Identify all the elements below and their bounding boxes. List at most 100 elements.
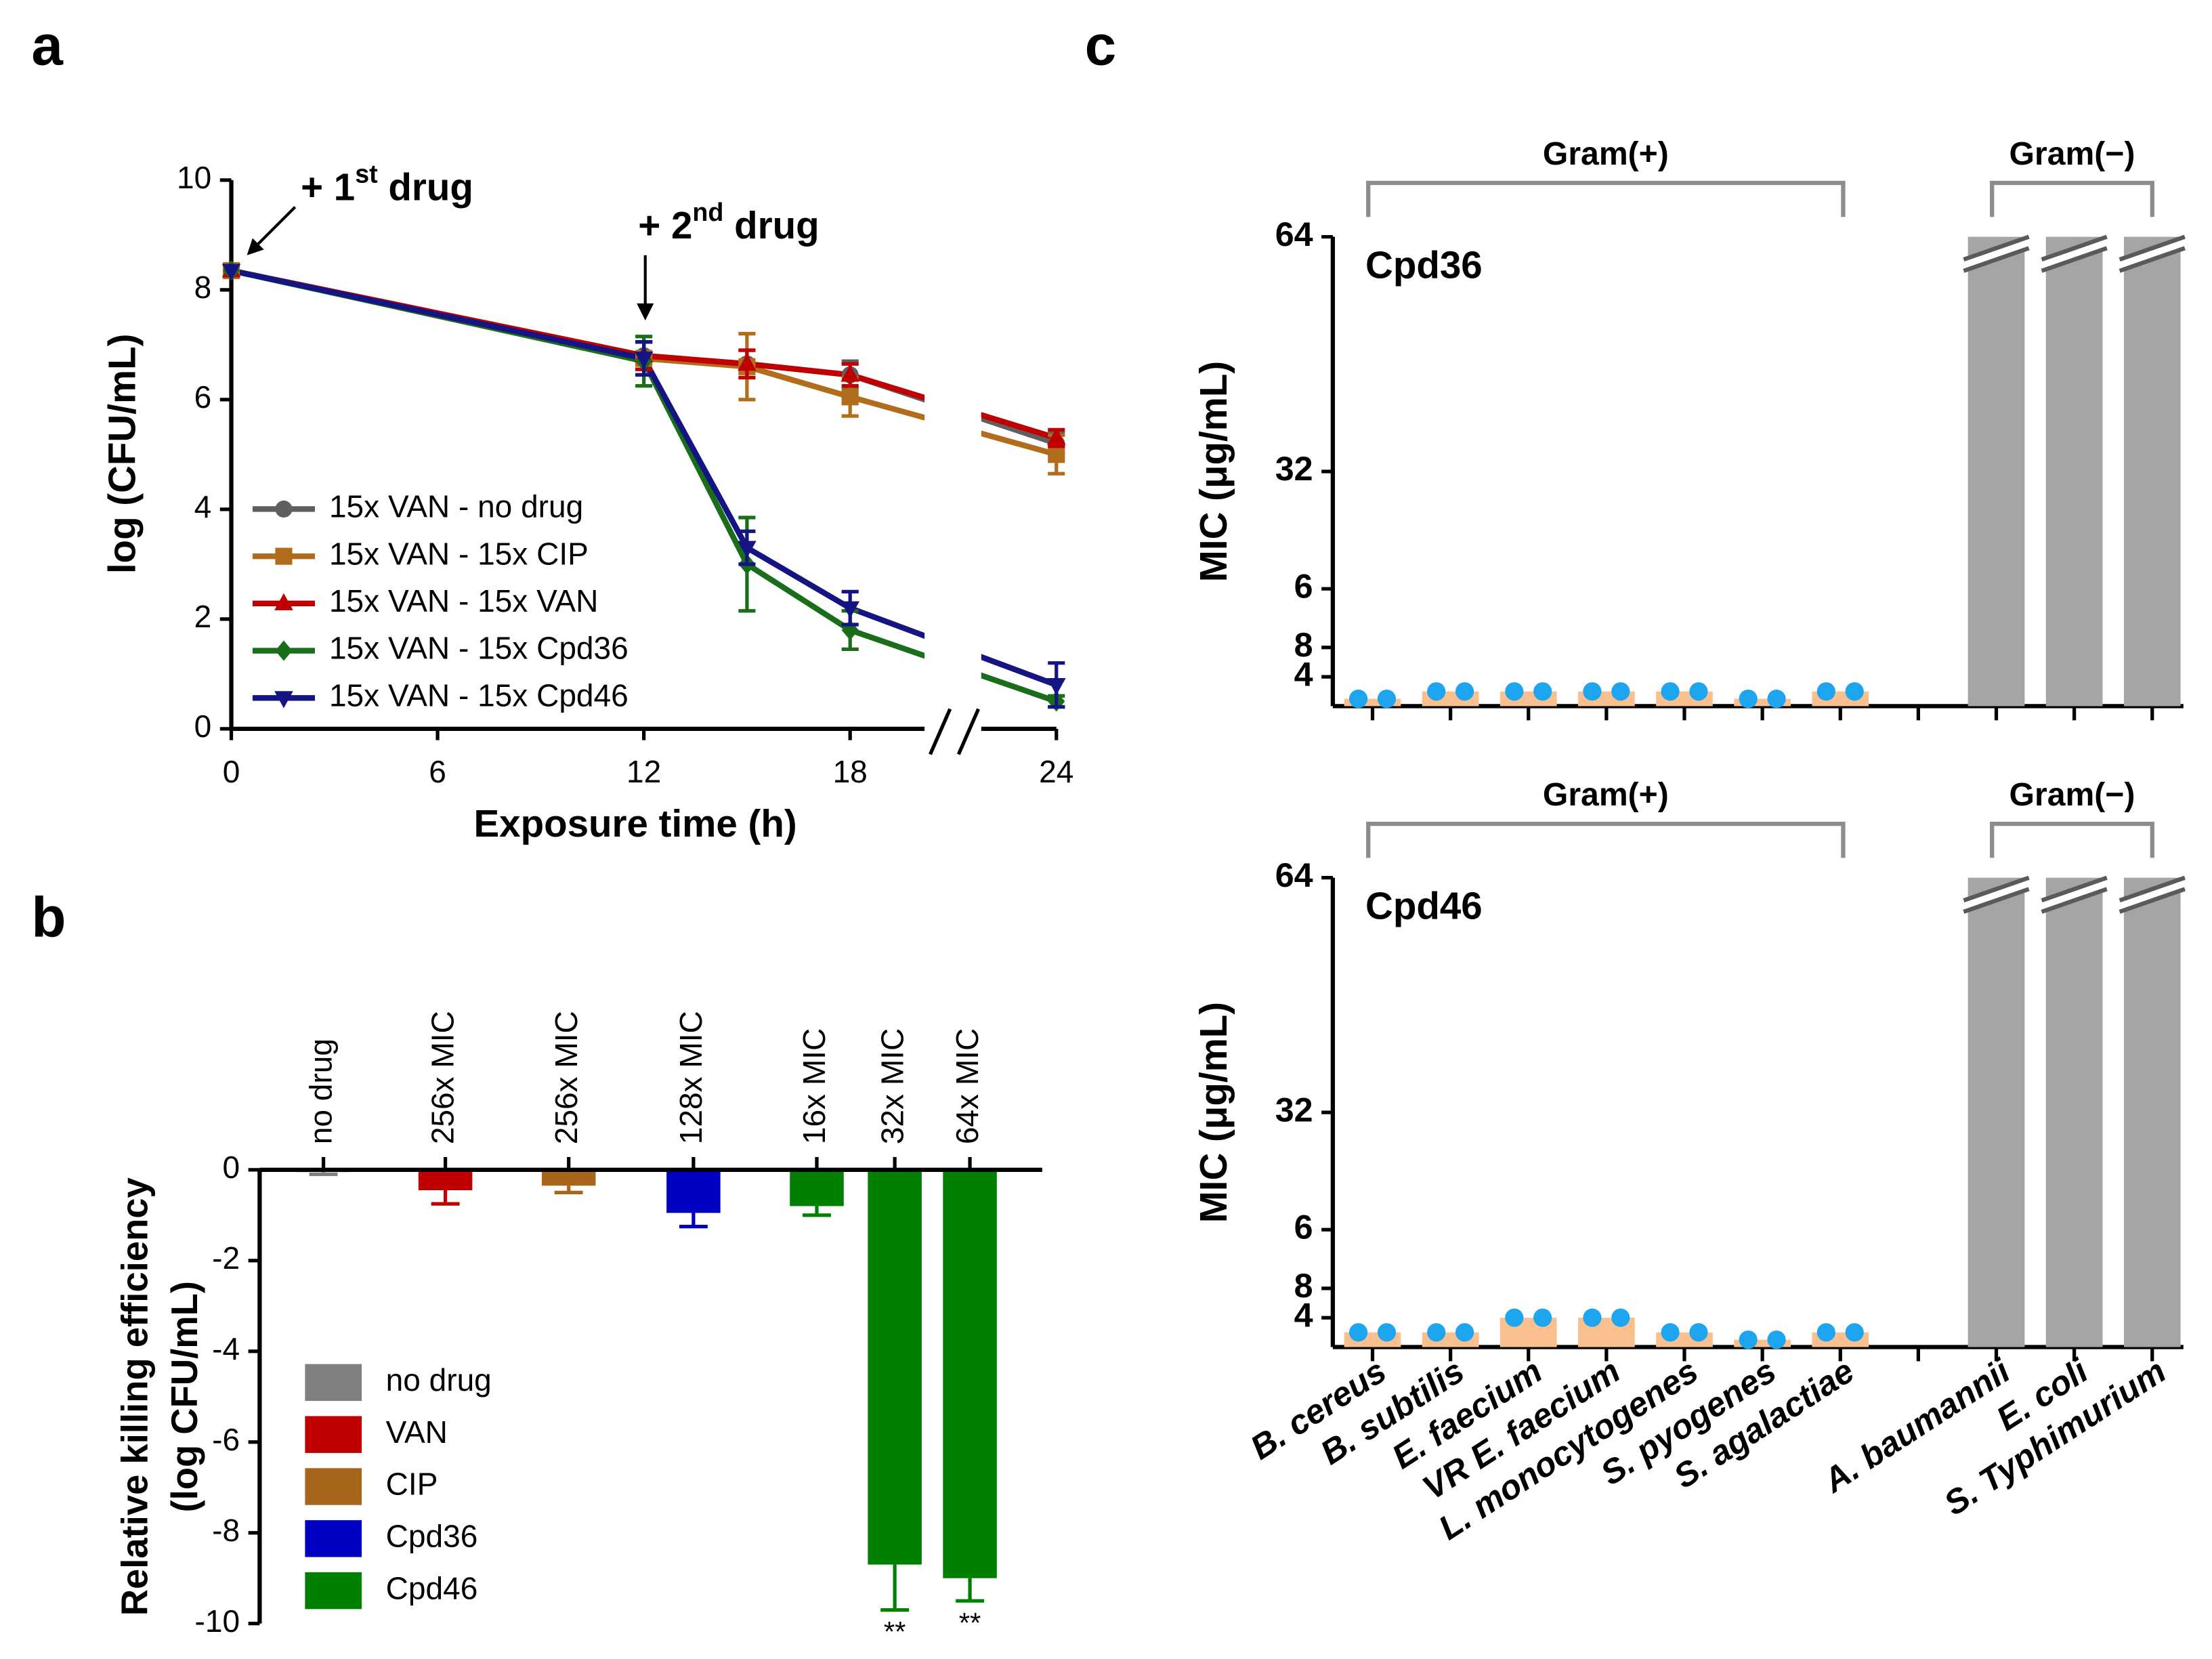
- replicate-dot: [1845, 1323, 1864, 1342]
- replicate-dot: [1583, 682, 1602, 701]
- y-axis-title: MIC (μg/mL): [1192, 361, 1235, 582]
- replicate-dot: [1767, 689, 1786, 709]
- marker: [841, 601, 859, 618]
- legend-marker: [275, 500, 293, 518]
- y-tick-label: 2: [194, 599, 212, 634]
- legend-label: VAN: [386, 1414, 448, 1450]
- marker: [1046, 678, 1066, 696]
- replicate-dot: [1767, 1330, 1786, 1349]
- bar-break: [2041, 236, 2107, 271]
- axis-break-mask: [924, 177, 981, 734]
- x-axis-title: Exposure time (h): [473, 802, 796, 845]
- bar: [1968, 877, 2025, 1347]
- replicate-dot: [1348, 1323, 1368, 1342]
- y-tick-label: -6: [212, 1422, 240, 1457]
- bar: [418, 1169, 473, 1191]
- y-tick-label: 6: [1294, 1209, 1313, 1246]
- y-tick-label: 0: [194, 709, 212, 744]
- y-tick-label: 10: [177, 160, 211, 195]
- bar: [2123, 877, 2181, 1347]
- legend-label: 15x VAN - 15x VAN: [329, 583, 598, 618]
- y-tick-label: -2: [212, 1240, 240, 1276]
- y-tick-label: 32: [1275, 1091, 1313, 1129]
- marker: [738, 541, 757, 558]
- panel-label: b: [31, 885, 66, 949]
- replicate-dot: [1348, 689, 1368, 709]
- axis-break: [929, 708, 952, 755]
- x-tick-label: 128x MIC: [673, 1011, 708, 1144]
- replicate-dot: [1661, 1323, 1680, 1342]
- bar-break-line: [2041, 234, 2108, 262]
- marker: [1048, 446, 1065, 463]
- replicate-dot: [1455, 1323, 1474, 1342]
- bar: [666, 1169, 721, 1213]
- y-axis-title: MIC (μg/mL): [1192, 1002, 1235, 1223]
- x-tick-label: 32x MIC: [874, 1028, 910, 1144]
- annotation-text: + 2: [638, 204, 692, 247]
- bar: [1734, 1339, 1791, 1347]
- bar-break-line: [2041, 246, 2108, 273]
- replicate-dot: [1377, 1323, 1397, 1342]
- annotation-text: drug: [378, 165, 473, 208]
- replicate-dot: [1583, 1308, 1602, 1327]
- group-bracket: [1366, 821, 1846, 858]
- bar: [943, 1169, 997, 1578]
- replicate-dot: [1739, 1330, 1758, 1349]
- marker: [221, 264, 241, 281]
- bar: [1968, 236, 2025, 707]
- y-tick-label: 8: [1294, 1267, 1313, 1305]
- x-tick-label: 16x MIC: [796, 1028, 832, 1144]
- bar: [2123, 236, 2181, 707]
- replicate-dot: [1377, 689, 1397, 709]
- group-bracket: [1366, 180, 1846, 217]
- replicate-dot: [1533, 682, 1552, 701]
- bar-break-line: [2119, 887, 2186, 914]
- group-label: Gram(+): [1543, 776, 1669, 813]
- legend-marker: [274, 691, 293, 709]
- arrow: [251, 206, 297, 251]
- annotation-sup: nd: [692, 198, 723, 226]
- legend-marker: [275, 547, 293, 565]
- marker: [634, 352, 654, 369]
- annotation-text: drug: [723, 204, 819, 247]
- legend-label: 15x VAN - 15x CIP: [329, 536, 589, 571]
- legend-swatch: [305, 1572, 362, 1610]
- replicate-dot: [1611, 682, 1630, 701]
- legend-label: 15x VAN - 15x Cpd46: [329, 677, 629, 713]
- y-tick-label: 64: [1275, 215, 1313, 253]
- group-label: Gram(+): [1543, 135, 1669, 172]
- legend-swatch: [305, 1520, 362, 1557]
- x-tick-label: no drug: [303, 1038, 339, 1144]
- legend-label: Cpd46: [386, 1570, 478, 1605]
- bar: [1344, 698, 1401, 707]
- panel-label: a: [31, 13, 64, 77]
- bar: [541, 1169, 596, 1186]
- bar: [2045, 236, 2103, 707]
- x-tick-label: 18: [833, 754, 868, 789]
- bar-break: [2119, 877, 2185, 912]
- replicate-dot: [1533, 1308, 1552, 1327]
- group-bracket: [1990, 180, 2154, 217]
- annotation: + 2nd drug: [638, 198, 819, 247]
- legend-label: Cpd36: [386, 1518, 478, 1553]
- bar-break-line: [1963, 875, 2030, 903]
- y-tick-label: 4: [1294, 655, 1313, 693]
- bar: [790, 1169, 844, 1206]
- bar-break: [1963, 236, 2029, 271]
- legend-swatch: [305, 1364, 362, 1402]
- y-tick-label: 4: [1294, 1296, 1313, 1334]
- marker: [841, 388, 859, 406]
- bar-break-line: [2119, 234, 2186, 262]
- axis-break: [956, 708, 981, 755]
- replicate-dot: [1427, 1323, 1446, 1342]
- x-tick-label: 64x MIC: [950, 1028, 985, 1144]
- x-tick-label: 256x MIC: [425, 1011, 461, 1144]
- replicate-dot: [1505, 682, 1524, 701]
- replicate-dot: [1661, 682, 1680, 701]
- marker: [841, 364, 859, 382]
- x-tick-label: 0: [223, 754, 240, 789]
- y-tick-label: 64: [1275, 856, 1313, 894]
- replicate-dot: [1689, 1323, 1708, 1342]
